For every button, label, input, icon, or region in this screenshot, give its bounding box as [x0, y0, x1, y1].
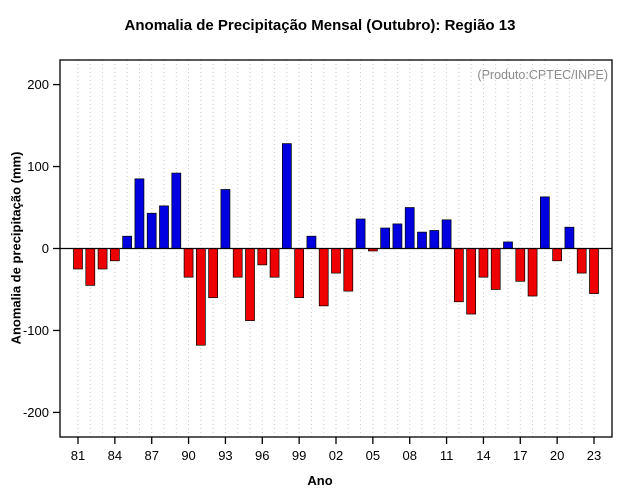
x-tick-label: 87 [144, 448, 158, 463]
bar-00 [306, 235, 317, 249]
chart-source-annotation: (Produto:CPTEC/INPE) [477, 68, 608, 82]
x-tick-label: 08 [402, 448, 416, 463]
bar-93 [220, 189, 231, 249]
bar-20 [552, 248, 562, 262]
bar-03 [343, 248, 354, 292]
bar-86 [134, 178, 145, 249]
bar-14 [478, 248, 489, 278]
bar-02 [331, 248, 341, 274]
bar-84 [110, 248, 120, 262]
x-tick-label: 17 [513, 448, 527, 463]
x-tick-label: 20 [550, 448, 564, 463]
bar-10 [429, 230, 440, 249]
bar-98 [282, 143, 292, 249]
bar-16 [503, 241, 513, 249]
bar-90 [183, 248, 194, 278]
bar-83 [97, 248, 108, 270]
x-tick-label: 99 [292, 448, 306, 463]
x-axis-label: Ano [307, 473, 333, 488]
bar-81 [73, 248, 83, 270]
bar-23 [589, 248, 599, 294]
bar-22 [576, 248, 587, 274]
x-tick-label: 93 [218, 448, 232, 463]
bar-12 [454, 248, 464, 303]
bar-97 [269, 248, 280, 278]
bar-91 [196, 248, 206, 346]
x-tick-label: 23 [587, 448, 601, 463]
bar-17 [515, 248, 526, 282]
y-tick-label: 200 [27, 77, 49, 92]
bar-87 [146, 212, 157, 249]
y-tick-label: 0 [42, 241, 49, 256]
bar-88 [159, 205, 169, 249]
bar-01 [318, 248, 329, 307]
bar-95 [245, 248, 255, 321]
bar-08 [404, 207, 415, 249]
x-tick-label: 96 [255, 448, 269, 463]
bar-13 [466, 248, 476, 315]
chart-title: Anomalia de Precipitação Mensal (Outubro… [124, 17, 516, 34]
x-tick-label: 84 [108, 448, 122, 463]
bar-99 [294, 248, 304, 299]
bar-85 [122, 235, 132, 249]
bar-21 [564, 226, 575, 249]
bar-89 [171, 172, 182, 249]
bar-82 [85, 248, 96, 286]
bar-92 [208, 248, 218, 299]
bar-96 [257, 248, 268, 266]
y-tick-label: -100 [23, 323, 49, 338]
bar-18 [527, 248, 538, 297]
bar-09 [417, 231, 427, 249]
bar-11 [441, 219, 452, 249]
bar-07 [392, 223, 403, 249]
x-tick-label: 11 [440, 448, 454, 463]
x-tick-label: 14 [476, 448, 490, 463]
x-tick-label: 02 [329, 448, 343, 463]
bar-04 [355, 218, 366, 249]
bar-19 [540, 196, 550, 249]
x-tick-label: 90 [181, 448, 195, 463]
bar-06 [380, 227, 390, 249]
x-tick-label: 81 [71, 448, 85, 463]
y-tick-label: -200 [23, 405, 49, 420]
y-tick-label: 100 [27, 159, 49, 174]
x-tick-label: 05 [366, 448, 380, 463]
bar-94 [232, 248, 243, 278]
bar-15 [490, 248, 501, 290]
